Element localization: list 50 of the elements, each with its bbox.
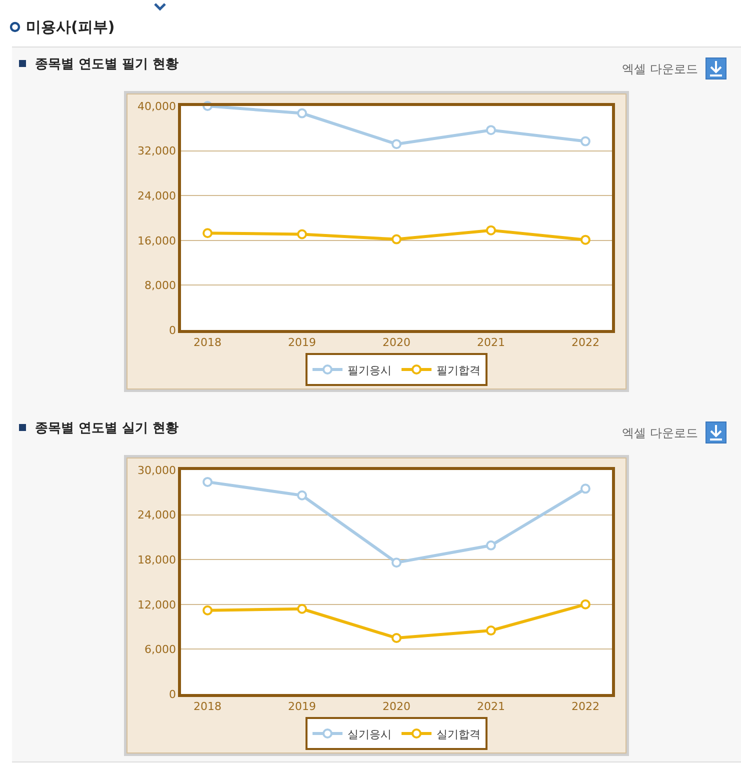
point	[202, 605, 213, 616]
point	[392, 139, 402, 150]
point	[392, 633, 402, 643]
point	[297, 490, 308, 500]
text: 엑셀 다운로드	[622, 426, 698, 440]
y-tick-label: 18,000	[138, 553, 176, 566]
point	[580, 484, 590, 494]
point	[486, 540, 496, 550]
x-tick-label: 2018	[194, 700, 222, 713]
x-tick-label: 2021	[476, 700, 505, 713]
y-tick-label: 0	[169, 324, 176, 337]
x-tick-label: 2022	[571, 336, 600, 349]
y-tick-label: 24,000	[138, 189, 176, 202]
point	[580, 234, 590, 245]
legend-label: 실기합격	[436, 728, 480, 741]
y-tick-label: 30,000	[138, 464, 176, 477]
point	[392, 234, 402, 244]
x-tick-label: 2022	[571, 700, 600, 713]
chart-title: 종목별 연도별 필기 현황	[35, 57, 179, 72]
x-tick-label: 2020	[382, 336, 410, 349]
x-tick-label: 2019	[288, 700, 316, 713]
point	[297, 108, 308, 118]
x-tick-label: 2018	[194, 336, 222, 349]
point	[486, 626, 496, 636]
text: 엑셀 다운로드	[622, 62, 698, 76]
y-tick-label: 12,000	[138, 598, 176, 612]
legend-label: 필기합격	[436, 364, 480, 377]
y-tick-label: 0	[169, 688, 176, 701]
chart-title: 종목별 연도별 실기 현황	[35, 421, 179, 436]
y-tick-label: 40,000	[138, 100, 176, 113]
point	[297, 604, 308, 614]
point	[486, 125, 496, 136]
point	[202, 476, 213, 487]
point	[580, 599, 590, 610]
text: 미용사(피부)	[26, 18, 115, 36]
point	[392, 558, 402, 568]
legend-label: 필기응시	[348, 364, 392, 377]
point	[486, 225, 496, 236]
y-tick-label: 32,000	[138, 144, 176, 158]
x-tick-label: 2019	[288, 336, 316, 349]
legend-label: 실기응시	[348, 728, 392, 741]
point	[202, 228, 213, 238]
x-tick-label: 2021	[476, 336, 505, 349]
x-tick-label: 2020	[382, 700, 410, 713]
y-tick-label: 6,000	[144, 643, 176, 656]
y-tick-label: 24,000	[138, 508, 176, 522]
y-tick-label: 8,000	[144, 279, 176, 292]
point	[580, 136, 590, 146]
point	[297, 229, 308, 240]
y-tick-label: 16,000	[138, 234, 176, 248]
